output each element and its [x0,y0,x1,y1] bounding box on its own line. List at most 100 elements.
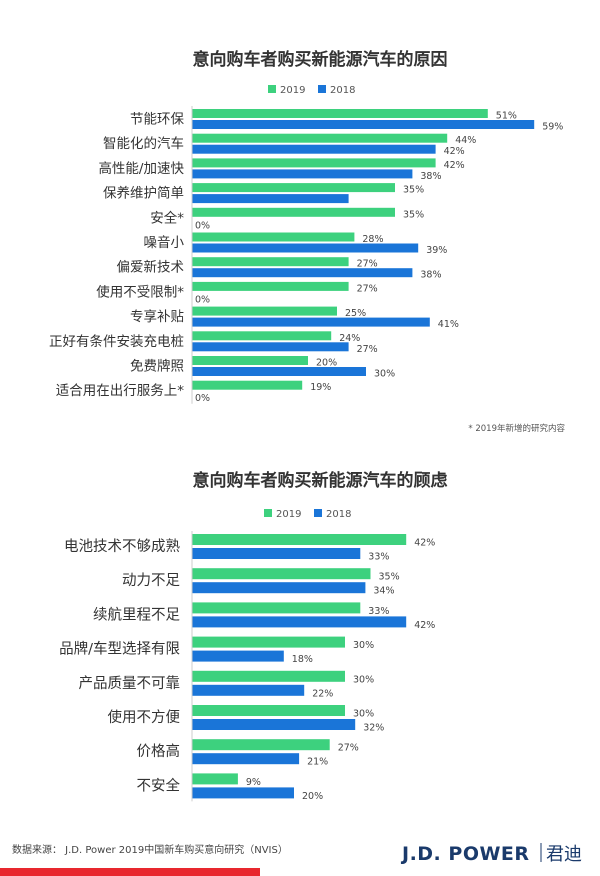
chart2-value-label: 33% [368,606,389,617]
legend2-2018-swatch [314,509,322,517]
chart1-category-label: 安全* [150,209,184,226]
chart1-value-label: 25% [345,308,366,319]
chart2-bar-2019 [192,534,407,545]
chart2-category-label: 产品质量不可靠 [79,675,181,692]
chart1-legend: 2019 2018 [268,85,355,96]
chart1-bar-2019 [192,281,349,291]
chart1-value-label: 41% [438,319,459,330]
chart1-category-label: 免费牌照 [130,358,184,375]
brand-logo: J.D. POWER [400,843,530,865]
chart2-category-label: 电池技术不够成熟 [64,538,180,555]
chart2-value-label: 33% [368,552,389,563]
chart1-bar-2018 [192,194,349,204]
chart2-bar-2018 [192,616,407,628]
chart1-value-label: 0% [195,393,210,404]
chart2-bar-2018 [192,582,366,594]
chart2-value-label: 34% [373,586,394,597]
legend-2019-swatch [268,85,276,93]
chart2-category-label: 品牌/车型选择有限 [59,641,180,658]
chart1-category-label: 保养维护简单 [103,185,184,202]
chart1-bar-2019 [192,331,332,341]
chart1-value-label: 27% [357,283,378,294]
chart2-value-label: 21% [307,757,328,768]
chart1-category-label: 适合用在出行服务上* [56,383,184,399]
chart2-bar-2019 [192,636,345,648]
chart2-category-label: 不安全 [137,776,181,794]
chart1-value-label: 27% [357,259,378,270]
chart1-bar-2018 [192,367,366,376]
chart1-value-label: 20% [316,358,337,369]
chart1-bar-2019 [192,257,349,267]
chart1-category-label: 噪音小 [144,234,185,251]
chart1-bar-2018 [192,317,430,327]
chart1-bar-2019 [192,158,436,168]
chart1-value-label: 42% [444,146,465,157]
chart1-value-label: 35% [403,209,424,220]
chart1-bar-2018 [192,342,349,352]
chart1-bar-2018 [192,169,413,179]
chart1-bar-2019 [192,380,303,390]
chart1-value-label: 38% [420,270,441,281]
chart1-value-label: 35% [403,185,424,196]
chart2-bar-2018 [192,787,294,799]
data-source: 数据来源： J.D. Power 2019中国新车购买意向研究（NVIS） [12,843,288,856]
chart2-value-label: 18% [292,654,313,665]
chart2-value-label: 30% [353,709,374,720]
chart2-value-label: 9% [246,777,261,788]
chart1-plot: 节能环保 51%59%智能化的汽车 44%42%高性能/加速快 42%38%保养维护简… [49,106,563,404]
chart1-value-label: 38% [420,171,441,182]
chart1-category-label: 使用不受限制* [96,283,184,300]
chart1-value-label: 30% [374,369,395,380]
chart1-category-label: 偏爱新技术 [117,260,185,276]
chart1-value-label: 19% [310,382,331,393]
chart1-value-label: 24% [339,333,360,344]
chart2-value-label: 27% [338,743,359,754]
chart2-legend: 2019 2018 [264,509,351,520]
chart1-value-label: 44% [455,135,476,146]
chart1-bar-2019 [192,232,355,242]
chart1-bar-2019 [192,356,308,365]
chart2-bar-2019 [192,670,345,682]
chart1-bar-2019 [192,133,448,143]
chart2-category-label: 续航里程不足 [93,606,180,623]
chart1-value-label: 51% [496,111,517,122]
chart2-bar-2018 [192,684,305,696]
chart1-bar-2018 [192,120,535,129]
chart2-bar-2019 [192,773,238,785]
legend2-2018-label: 2018 [326,509,351,520]
legend2-2019-label: 2019 [276,509,301,520]
chart2-bar-2019 [192,568,371,580]
brand-logo-cn: 君迪 [546,844,582,865]
chart1-bar-2019 [192,109,488,118]
chart2-bar-2018 [192,753,300,765]
chart2-value-label: 32% [363,723,384,734]
chart2-value-label: 22% [312,688,333,699]
footer-accent-bar [0,868,260,876]
chart2-bar-2019 [192,739,330,751]
chart2-category-label: 动力不足 [122,572,180,589]
legend-2018-swatch [318,85,326,93]
chart2-bar-2019 [192,705,345,716]
chart1-bar-2018 [192,144,436,154]
chart1-note: * 2019年新增的研究内容 [468,423,565,434]
chart2-value-label: 20% [302,791,323,802]
chart2-value-label: 42% [414,620,435,631]
chart1-category-label: 智能化的汽车 [103,135,184,152]
chart1-category-label: 专享补贴 [130,308,184,325]
chart1-value-label: 27% [357,344,378,355]
chart2-plot: 电池技术不够成熟 42% 33% 动力不足 35% 34% 续航里程不足 33% 42% 品牌/车… [59,531,435,802]
chart1-value-label: 28% [362,234,383,245]
chart2-bar-2018 [192,548,361,559]
chart1-bar-2018 [192,268,413,278]
chart2-value-label: 35% [379,572,400,583]
chart2-value-label: 30% [353,674,374,685]
legend-2018-label: 2018 [330,85,355,96]
chart1-bar-2019 [192,183,395,193]
chart1-value-label: 42% [444,160,465,171]
chart1-category-label: 高性能/加速快 [98,160,184,177]
chart1-title: 意向购车者购买新能源汽车的原因 [193,49,448,70]
chart2-bar-2018 [192,650,284,662]
legend2-2019-swatch [264,509,272,517]
legend-2019-label: 2019 [280,85,305,96]
